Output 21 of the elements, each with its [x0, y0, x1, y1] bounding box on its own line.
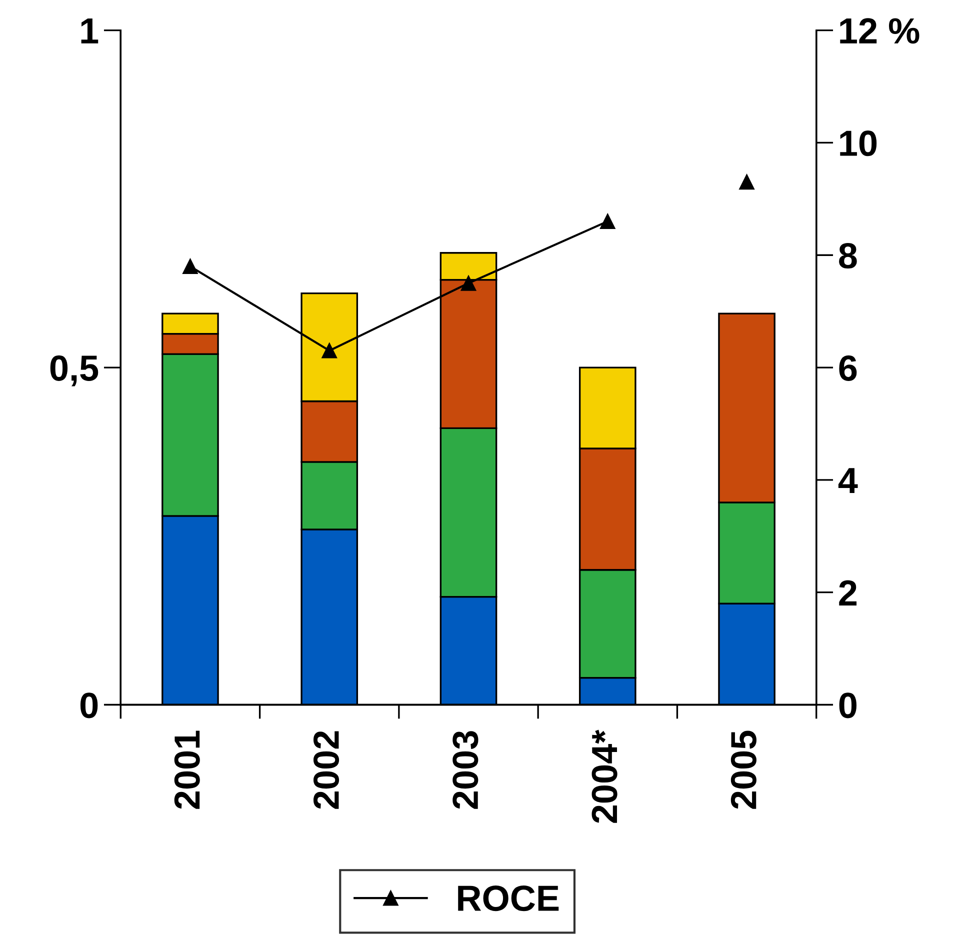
- point: [460, 276, 476, 291]
- y-tick-label: 0,5: [50, 355, 98, 386]
- y2-tick-label: 6: [839, 355, 857, 381]
- y2-tick-label: 12 %: [840, 18, 920, 44]
- y2-tick-label: 10: [840, 130, 877, 156]
- y2-tick-label: 8: [839, 242, 857, 269]
- y2-tick-label: 0: [839, 692, 856, 718]
- x-tick-label: 2003: [452, 731, 478, 809]
- y2-tick-label: 2: [839, 580, 857, 606]
- x-tick-label: 2002: [313, 731, 340, 809]
- y-tick-label: 1: [81, 18, 98, 44]
- x-tick-label: 2005: [730, 730, 756, 809]
- x-tick-label: 2004*: [592, 730, 618, 823]
- legend-label: ROCE: [458, 886, 559, 912]
- point: [739, 174, 754, 190]
- point: [182, 258, 198, 274]
- x-tick-label: 2001: [174, 730, 200, 809]
- y-tick-label: 0: [80, 692, 98, 718]
- point: [600, 214, 616, 230]
- y2-tick-label: 4: [838, 468, 858, 494]
- point: [322, 343, 337, 358]
